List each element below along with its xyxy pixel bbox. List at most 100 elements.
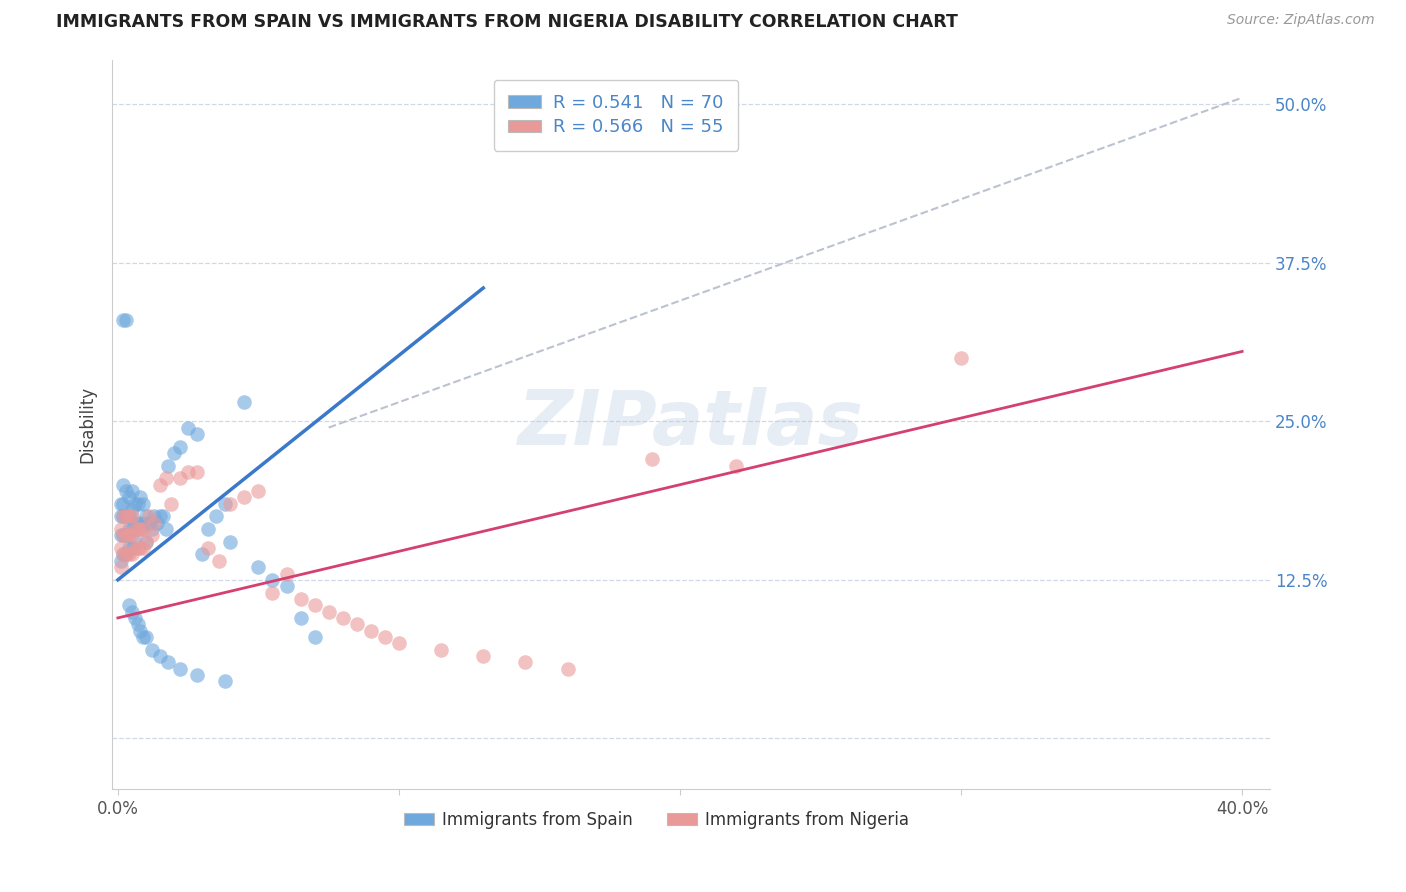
Point	[143, 516, 166, 530]
Point	[115, 548, 138, 562]
Point	[121, 503, 143, 517]
Point	[118, 491, 141, 505]
Point	[121, 528, 143, 542]
Point	[157, 656, 180, 670]
Point	[135, 630, 157, 644]
Point	[121, 548, 143, 562]
Point	[118, 509, 141, 524]
Point	[124, 541, 146, 555]
Point	[115, 483, 138, 498]
Point	[118, 509, 141, 524]
Point	[124, 522, 146, 536]
Point	[110, 497, 132, 511]
Point	[127, 497, 149, 511]
Point	[247, 560, 270, 574]
Point	[112, 548, 135, 562]
Point	[290, 591, 312, 606]
Point	[129, 522, 152, 536]
Point	[149, 509, 172, 524]
Point	[112, 528, 135, 542]
Point	[219, 497, 242, 511]
Text: ZIPatlas: ZIPatlas	[519, 387, 865, 461]
Point	[124, 534, 146, 549]
Point	[950, 351, 973, 365]
Point	[127, 522, 149, 536]
Point	[118, 522, 141, 536]
Point	[129, 624, 152, 638]
Point	[186, 668, 208, 682]
Point	[135, 534, 157, 549]
Point	[124, 516, 146, 530]
Point	[247, 483, 270, 498]
Point	[152, 509, 174, 524]
Point	[233, 491, 256, 505]
Point	[112, 548, 135, 562]
Point	[118, 548, 141, 562]
Point	[121, 605, 143, 619]
Point	[430, 642, 453, 657]
Point	[127, 541, 149, 555]
Point	[346, 617, 368, 632]
Point	[143, 509, 166, 524]
Point	[276, 566, 298, 581]
Point	[557, 662, 579, 676]
Point	[132, 630, 155, 644]
Point	[132, 522, 155, 536]
Point	[110, 522, 132, 536]
Point	[132, 497, 155, 511]
Point	[138, 509, 160, 524]
Point	[149, 648, 172, 663]
Point	[121, 522, 143, 536]
Point	[205, 509, 228, 524]
Point	[141, 642, 163, 657]
Point	[121, 483, 143, 498]
Point	[186, 426, 208, 441]
Point	[115, 528, 138, 542]
Point	[110, 560, 132, 574]
Point	[186, 465, 208, 479]
Point	[169, 662, 191, 676]
Text: IMMIGRANTS FROM SPAIN VS IMMIGRANTS FROM NIGERIA DISABILITY CORRELATION CHART: IMMIGRANTS FROM SPAIN VS IMMIGRANTS FROM…	[56, 13, 957, 31]
Point	[208, 554, 231, 568]
Point	[146, 516, 169, 530]
Point	[124, 611, 146, 625]
Point	[138, 516, 160, 530]
Point	[115, 509, 138, 524]
Point	[112, 312, 135, 326]
Point	[160, 497, 183, 511]
Point	[177, 420, 200, 434]
Point	[110, 541, 132, 555]
Point	[262, 585, 284, 599]
Point	[118, 528, 141, 542]
Point	[127, 617, 149, 632]
Point	[141, 528, 163, 542]
Point	[197, 541, 219, 555]
Point	[155, 522, 177, 536]
Point	[388, 636, 411, 650]
Point	[304, 630, 326, 644]
Point	[219, 534, 242, 549]
Text: Source: ZipAtlas.com: Source: ZipAtlas.com	[1227, 13, 1375, 28]
Point	[135, 509, 157, 524]
Point	[360, 624, 382, 638]
Point	[121, 541, 143, 555]
Point	[197, 522, 219, 536]
Point	[127, 516, 149, 530]
Y-axis label: Disability: Disability	[79, 386, 96, 463]
Point	[332, 611, 354, 625]
Point	[132, 516, 155, 530]
Point	[129, 541, 152, 555]
Point	[725, 458, 748, 473]
Point	[374, 630, 396, 644]
Point	[118, 599, 141, 613]
Point	[110, 528, 132, 542]
Point	[129, 491, 152, 505]
Point	[214, 674, 236, 689]
Point	[233, 395, 256, 409]
Point	[276, 579, 298, 593]
Point	[304, 599, 326, 613]
Point	[121, 509, 143, 524]
Point	[141, 522, 163, 536]
Point	[157, 458, 180, 473]
Point	[515, 656, 537, 670]
